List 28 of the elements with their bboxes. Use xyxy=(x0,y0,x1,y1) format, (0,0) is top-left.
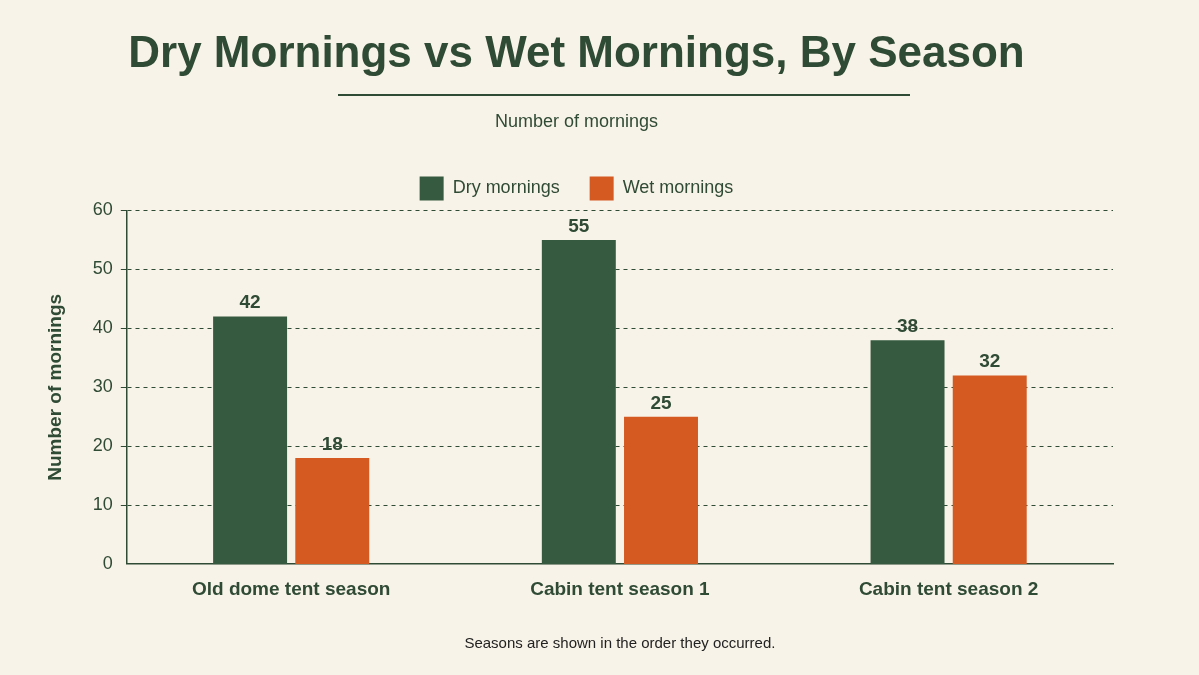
chart-title: Dry Mornings vs Wet Mornings, By Season xyxy=(128,26,1025,76)
bar xyxy=(624,416,698,565)
legend-label: Wet mornings xyxy=(622,177,734,198)
data-label: 55 xyxy=(568,214,590,236)
y-tick-label: 30 xyxy=(92,376,113,397)
y-tick-label: 10 xyxy=(92,494,113,515)
chart-subtitle: Number of mornings xyxy=(494,110,659,131)
data-label: 18 xyxy=(321,432,343,454)
data-label: 38 xyxy=(896,314,919,336)
y-tick-label: 50 xyxy=(92,258,113,279)
data-label: 25 xyxy=(650,391,672,413)
y-tick-label: 0 xyxy=(102,553,113,574)
x-tick-label: Cabin tent season 2 xyxy=(858,577,1039,599)
y-axis-title: Number of mornings xyxy=(43,293,65,481)
x-tick-label: Old dome tent season xyxy=(191,577,391,599)
data-label: 32 xyxy=(979,350,1001,372)
text: Seasons are shown in the order they occurred. xyxy=(464,634,776,652)
y-tick-label: 60 xyxy=(92,199,113,220)
y-tick-label: 40 xyxy=(92,317,113,338)
bar xyxy=(541,239,616,565)
data-label: 42 xyxy=(239,291,261,313)
y-tick-label: 20 xyxy=(92,435,113,456)
bar xyxy=(952,375,1027,565)
bar xyxy=(870,340,945,565)
bar xyxy=(213,316,288,565)
legend-label: Dry mornings xyxy=(452,177,560,198)
x-tick-label: Cabin tent season 1 xyxy=(530,577,711,599)
bar xyxy=(295,458,370,565)
